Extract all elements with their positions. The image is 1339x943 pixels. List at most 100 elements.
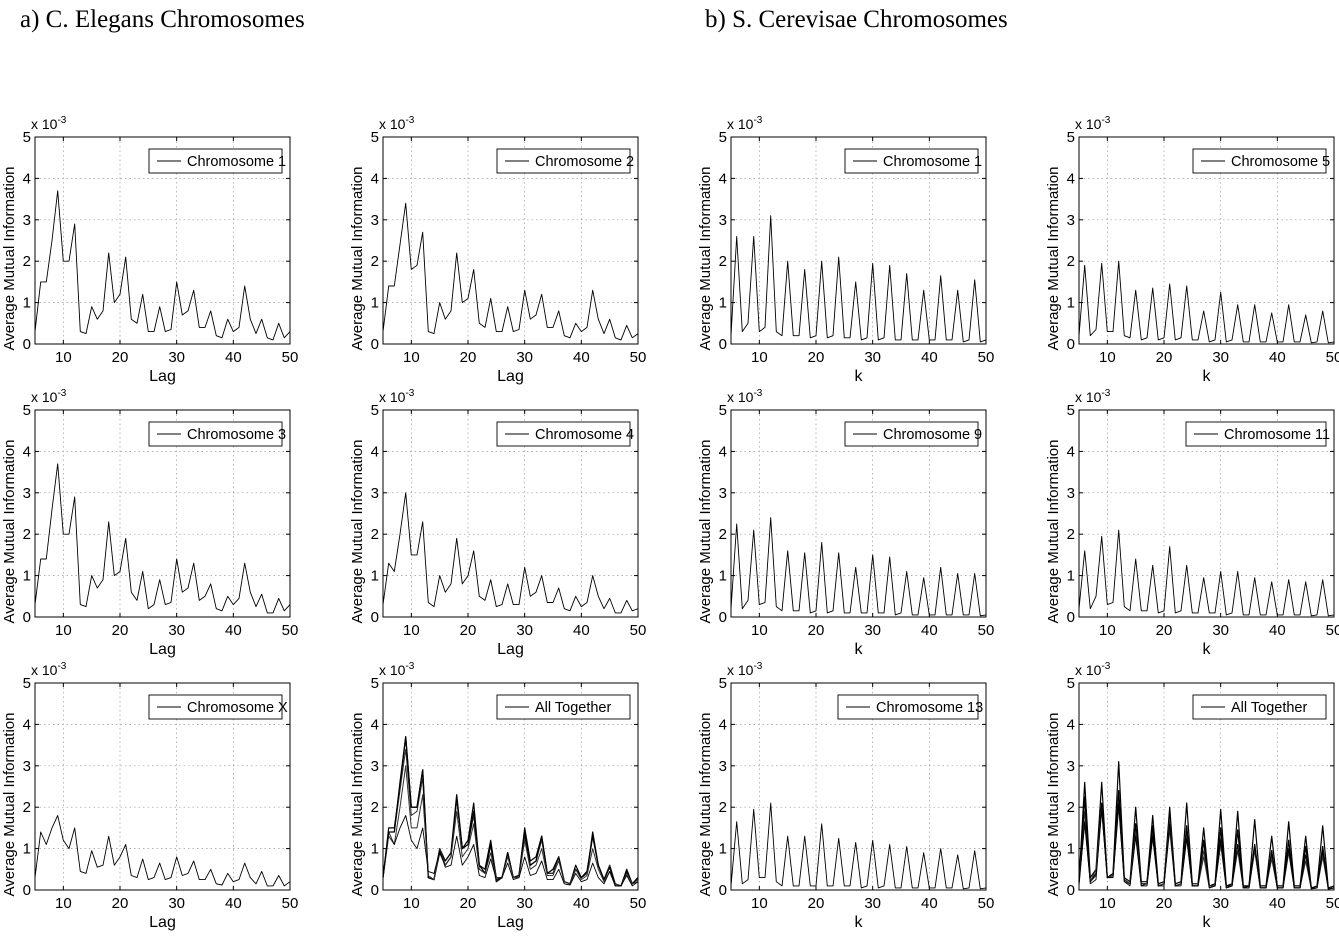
x-tick-label: 40	[921, 622, 938, 639]
y-tick-label: 1	[23, 841, 31, 858]
axes-box	[382, 409, 639, 618]
legend-label: Chromosome 1	[883, 154, 982, 170]
y-tick-label: 5	[719, 675, 727, 692]
chart-ceall: 10 20 30 40 50 0 1 2 3 4 5x 10-3 Lag Average Mutual …	[349, 661, 646, 931]
y-axis-label: Average Mutual Information	[349, 713, 366, 897]
y-tick-label: 2	[23, 526, 31, 543]
x-tick-label: 20	[1156, 622, 1173, 639]
scale-exponent: -3	[753, 115, 762, 126]
x-tick-label: 10	[55, 349, 72, 366]
y-axis-label: Average Mutual Information	[1045, 713, 1062, 897]
axes-box	[730, 682, 987, 891]
y-tick-label: 1	[719, 295, 727, 312]
series-line	[382, 815, 639, 887]
axes-box	[382, 682, 639, 891]
x-tick-label: 50	[1326, 349, 1339, 366]
x-axis-label: k	[1203, 641, 1212, 658]
axes-box	[34, 409, 291, 618]
series-line	[34, 190, 291, 341]
x-tick-label: 30	[516, 622, 533, 639]
x-axis-label: Lag	[497, 914, 524, 931]
x-tick-label: 40	[921, 349, 938, 366]
panel-b-title: b) S. Cerevisae Chromosomes	[705, 6, 1008, 33]
scale-exponent: -3	[1101, 661, 1110, 672]
series-line	[730, 215, 987, 343]
x-tick-label: 30	[1212, 895, 1229, 912]
y-tick-label: 2	[371, 526, 379, 543]
chart-scall: 10 20 30 40 50 0 1 2 3 4 5x 10-3 k Average Mutual In…	[1045, 661, 1339, 931]
chart-ce1: 10 20 30 40 50 0 1 2 3 4 5x 10-3 Lag Average Mutual …	[1, 115, 298, 385]
y-tick-label: 1	[371, 295, 379, 312]
y-tick-label: 1	[371, 568, 379, 585]
y-tick-label: 4	[23, 170, 31, 187]
y-tick-label: 2	[371, 253, 379, 270]
scale-exponent: -3	[1101, 115, 1110, 126]
series-line	[730, 802, 987, 890]
series-line	[382, 765, 639, 887]
legend-label: Chromosome 2	[535, 154, 634, 170]
legend-label: All Together	[535, 700, 611, 716]
y-tick-label: 0	[719, 882, 727, 899]
y-tick-label: 2	[719, 526, 727, 543]
x-tick-label: 20	[808, 895, 825, 912]
y-tick-label: 1	[1067, 295, 1075, 312]
scale-multiplier: x 10-3	[379, 115, 415, 132]
chart-sc1: 10 20 30 40 50 0 1 2 3 4 5x 10-3 k Average Mutual In…	[697, 115, 994, 385]
legend-label: Chromosome 3	[187, 427, 286, 443]
x-tick-label: 30	[864, 622, 881, 639]
x-tick-label: 20	[1156, 895, 1173, 912]
scale-exponent: -3	[753, 661, 762, 672]
x-tick-label: 30	[168, 349, 185, 366]
y-tick-label: 0	[719, 336, 727, 353]
legend-label: Chromosome 11	[1224, 427, 1330, 443]
x-tick-label: 50	[978, 895, 995, 912]
axes-box	[1078, 136, 1335, 345]
x-tick-label: 10	[403, 622, 420, 639]
y-tick-label: 0	[1067, 882, 1075, 899]
series-line	[1078, 260, 1335, 344]
y-tick-label: 0	[371, 336, 379, 353]
y-tick-label: 2	[1067, 526, 1075, 543]
y-tick-label: 5	[371, 402, 379, 419]
y-tick-label: 3	[1067, 758, 1075, 775]
x-tick-label: 10	[403, 895, 420, 912]
x-axis-label: Lag	[497, 641, 524, 658]
x-tick-label: 20	[460, 349, 477, 366]
y-tick-label: 2	[719, 253, 727, 270]
y-tick-label: 1	[23, 568, 31, 585]
x-tick-label: 10	[55, 622, 72, 639]
y-tick-label: 4	[1067, 170, 1075, 187]
scale-exponent: -3	[405, 388, 414, 399]
y-tick-label: 3	[1067, 485, 1075, 502]
x-tick-label: 10	[1099, 349, 1116, 366]
x-tick-label: 30	[516, 895, 533, 912]
x-tick-label: 30	[168, 895, 185, 912]
x-tick-label: 10	[751, 349, 768, 366]
x-tick-label: 50	[630, 349, 647, 366]
y-tick-label: 1	[371, 841, 379, 858]
x-axis-label: Lag	[149, 641, 176, 658]
x-tick-label: 50	[1326, 895, 1339, 912]
y-tick-label: 3	[719, 212, 727, 229]
x-tick-label: 40	[225, 349, 242, 366]
y-tick-label: 3	[23, 758, 31, 775]
y-tick-label: 0	[1067, 336, 1075, 353]
y-tick-label: 2	[1067, 253, 1075, 270]
x-tick-label: 40	[225, 895, 242, 912]
x-tick-label: 30	[1212, 349, 1229, 366]
x-tick-label: 30	[516, 349, 533, 366]
scale-exponent: -3	[405, 661, 414, 672]
y-axis-label: Average Mutual Information	[349, 440, 366, 624]
scale-exponent: -3	[57, 115, 66, 126]
scale-exponent: -3	[57, 661, 66, 672]
scale-exponent: -3	[753, 388, 762, 399]
scale-multiplier: x 10-3	[379, 388, 415, 405]
y-tick-label: 2	[719, 799, 727, 816]
x-tick-label: 30	[864, 349, 881, 366]
x-tick-label: 50	[282, 349, 299, 366]
x-tick-label: 20	[112, 349, 129, 366]
y-tick-label: 4	[719, 716, 727, 733]
x-axis-label: k	[1203, 368, 1212, 385]
y-tick-label: 3	[371, 758, 379, 775]
scale-multiplier: x 10-3	[1075, 115, 1111, 132]
